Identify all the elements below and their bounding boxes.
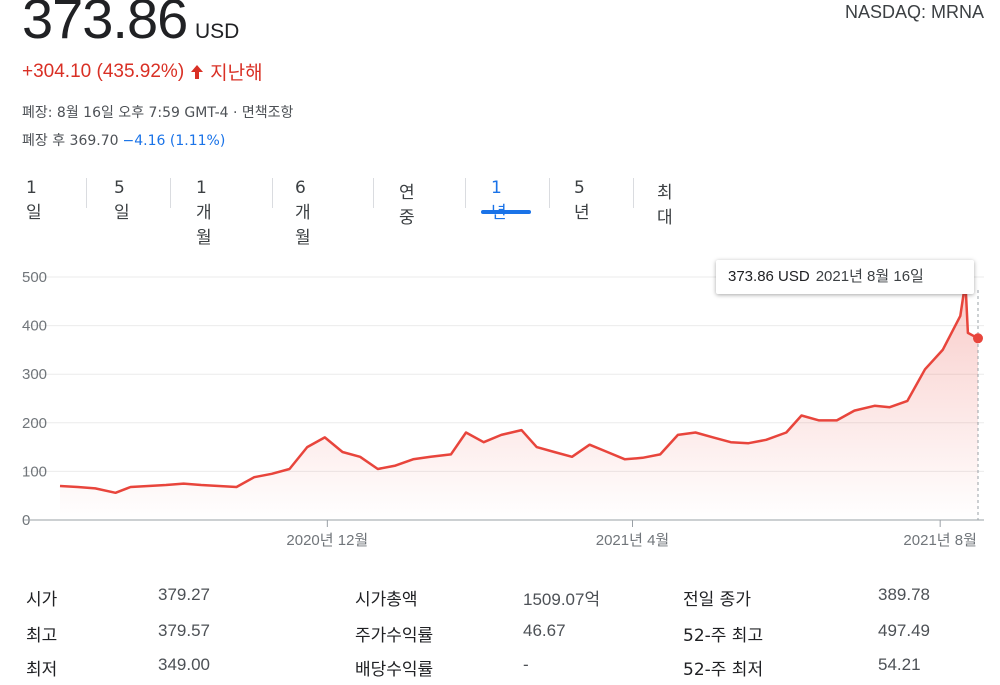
tab-divider	[86, 178, 87, 208]
tab-5d[interactable]: 5일	[114, 178, 130, 223]
stat-label: 시가	[26, 590, 58, 610]
stat-value: 46.67	[523, 621, 566, 640]
stat-label: 52-주 최고	[683, 626, 764, 646]
tab-divider	[272, 178, 273, 208]
stat-value: 497.49	[878, 621, 930, 640]
ticker-symbol: NASDAQ: MRNA	[844, 2, 984, 22]
tab-divider	[465, 178, 466, 208]
stat-value: 389.78	[878, 585, 930, 604]
stats-row: 최저 349.00 배당수익률 - 52-주 최저 54.21	[0, 655, 1000, 685]
stat-label: 전일 종가	[683, 590, 751, 610]
tab-divider	[633, 178, 634, 208]
stat-label: 시가총액	[355, 590, 418, 610]
stat-label: 최저	[26, 660, 58, 680]
stat-value: 379.57	[158, 621, 210, 640]
price-tooltip: 373.86 USD 2021년 8월 16일	[716, 260, 974, 294]
current-price-dot	[973, 333, 983, 344]
stat-label: 52-주 최저	[683, 660, 764, 680]
tab-1d[interactable]: 1일	[26, 178, 42, 223]
stat-value: 54.21	[878, 655, 921, 674]
price-area-fill	[60, 281, 978, 520]
stat-value: 349.00	[158, 655, 210, 674]
tab-divider	[549, 178, 550, 208]
change-period: 지난해	[210, 63, 263, 84]
tab-6m[interactable]: 6개월	[295, 178, 311, 248]
tab-5y[interactable]: 5년	[574, 178, 590, 223]
price-series-line	[59, 280, 979, 495]
arrow-up-icon	[191, 64, 204, 79]
tab-ytd[interactable]: 연중	[399, 183, 415, 228]
stats-row: 시가 379.27 시가총액 1509.07억 전일 종가 389.78	[0, 585, 1000, 615]
currency-label: USD	[195, 20, 240, 43]
closed-info: 폐장: 8월 16일 오후 7:59 GMT-4 · 면책조항	[22, 105, 294, 121]
stats-row: 최고 379.57 주가수익률 46.67 52-주 최고 497.49	[0, 621, 1000, 651]
tab-max[interactable]: 최대	[657, 183, 673, 228]
y-tick-label: 300	[22, 366, 47, 383]
y-tick-label: 500	[22, 269, 47, 286]
y-tick-label: 100	[22, 463, 47, 480]
stat-label: 배당수익률	[355, 660, 434, 680]
tab-1m[interactable]: 1개월	[196, 178, 212, 248]
price-change: +304.10 (435.92%) 지난해	[22, 58, 263, 85]
change-value: +304.10 (435.92%)	[22, 60, 185, 82]
stat-value: 1509.07억	[523, 590, 601, 609]
after-hours-change: −4.16 (1.11%)	[122, 133, 226, 149]
x-tick-label: 2021년 8월	[903, 532, 976, 549]
active-tab-indicator	[481, 210, 531, 214]
stat-label: 최고	[26, 626, 58, 646]
tooltip-date: 2021년 8월 16일	[815, 268, 924, 285]
x-tick-label: 2021년 4월	[596, 532, 669, 549]
stat-value: 379.27	[158, 585, 210, 604]
after-hours-info: 폐장 후 369.70 −4.16 (1.11%)	[22, 130, 225, 150]
y-tick-label: 400	[22, 318, 47, 335]
tab-divider	[373, 178, 374, 208]
stat-label: 주가수익률	[355, 626, 434, 646]
x-axis-ticks: 2020년 12월 2021년 4월 2021년 8월	[286, 520, 977, 549]
after-hours-price: 폐장 후 369.70	[22, 133, 119, 149]
current-price: 373.86	[22, 0, 188, 50]
x-tick-label: 2020년 12월	[286, 532, 368, 549]
stat-value: -	[523, 655, 529, 674]
tab-divider	[170, 178, 171, 208]
tooltip-price: 373.86 USD	[728, 268, 810, 285]
y-tick-label: 200	[22, 415, 47, 432]
tab-1y[interactable]: 1년	[491, 178, 507, 223]
